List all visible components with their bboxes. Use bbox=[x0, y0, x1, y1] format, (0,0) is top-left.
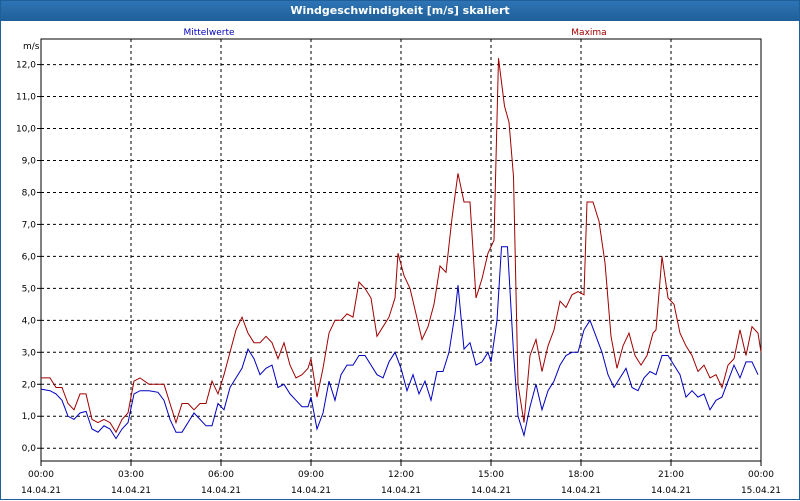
x-tick-date: 14.04.21 bbox=[381, 486, 421, 496]
legend: Mittelwerte Maxima bbox=[183, 28, 606, 38]
y-tick-label: 10,0 bbox=[16, 125, 36, 135]
y-tick-label: 9,0 bbox=[22, 156, 37, 166]
window-title: Windgeschwindigkeit [m/s] skaliert bbox=[1, 1, 799, 21]
x-tick-date: 14.04.21 bbox=[651, 486, 691, 496]
x-tick-date: 14.04.21 bbox=[291, 486, 331, 496]
y-tick-label: 11,0 bbox=[16, 93, 36, 103]
x-tick-date: 14.04.21 bbox=[471, 486, 511, 496]
y-tick-label: 12,0 bbox=[16, 61, 36, 71]
y-tick-label: 5,0 bbox=[22, 284, 37, 294]
y-tick-label: 0,0 bbox=[22, 444, 37, 454]
y-axis-labels: 0,0 1,0 2,0 3,0 4,0 5,0 6,0 7,0 8,0 9,0 10,0 11,0 12… bbox=[16, 42, 40, 454]
axes bbox=[37, 38, 762, 466]
y-tick-label: 6,0 bbox=[22, 252, 37, 262]
x-tick-date: 15.04.21 bbox=[741, 486, 781, 496]
y-tick-label: 2,0 bbox=[22, 380, 37, 390]
series-lines bbox=[40, 58, 762, 440]
y-tick-label: 8,0 bbox=[22, 188, 37, 198]
y-tick-label: 7,0 bbox=[22, 220, 37, 230]
y-axis-unit: m/s bbox=[23, 42, 40, 52]
x-tick-time: 06:00 bbox=[208, 470, 234, 480]
y-tick-label: 1,0 bbox=[22, 412, 37, 422]
legend-mittelwerte: Mittelwerte bbox=[183, 28, 234, 38]
x-tick-time: 12:00 bbox=[388, 470, 414, 480]
x-tick-time: 21:00 bbox=[658, 470, 684, 480]
y-tick-label: 4,0 bbox=[22, 316, 37, 326]
x-tick-time: 18:00 bbox=[568, 470, 594, 480]
x-tick-time: 15:00 bbox=[478, 470, 504, 480]
x-tick-date: 14.04.21 bbox=[21, 486, 61, 496]
legend-maxima: Maxima bbox=[571, 28, 606, 38]
x-tick-time: 09:00 bbox=[298, 470, 324, 480]
x-tick-time: 00:00 bbox=[28, 470, 54, 480]
x-tick-date: 14.04.21 bbox=[201, 486, 241, 496]
x-axis-labels: 00:00 14.04.21 03:00 14.04.21 06:00 14.04.21 0… bbox=[21, 470, 781, 496]
series-line-mittelwerte bbox=[40, 246, 759, 440]
series-line-maxima bbox=[41, 58, 762, 434]
x-tick-date: 14.04.21 bbox=[111, 486, 151, 496]
grid bbox=[41, 39, 761, 461]
x-tick-time: 00:00 bbox=[748, 470, 774, 480]
x-tick-date: 14.04.21 bbox=[561, 486, 601, 496]
x-tick-time: 03:00 bbox=[118, 470, 144, 480]
y-tick-label: 3,0 bbox=[22, 348, 37, 358]
